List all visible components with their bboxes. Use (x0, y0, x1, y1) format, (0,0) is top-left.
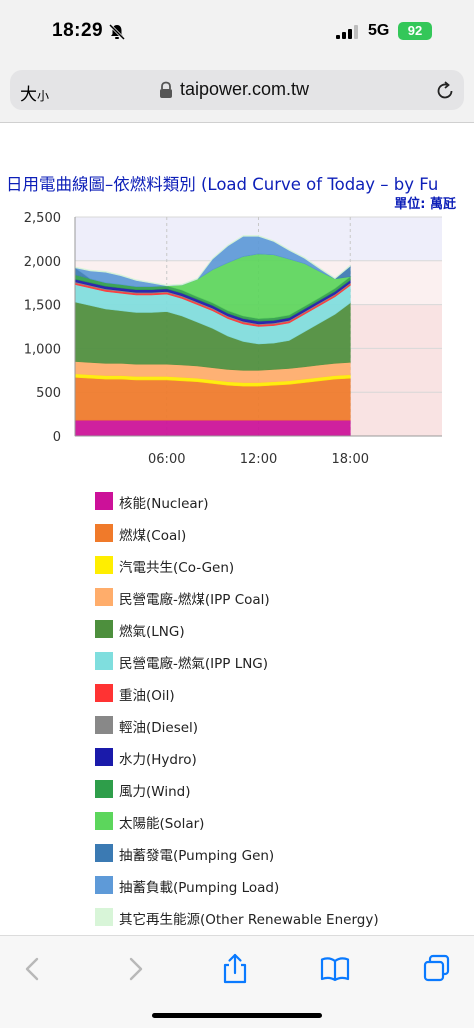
legend-swatch (95, 684, 113, 702)
cellular-signal-icon (336, 25, 358, 39)
browser-toolbar (0, 935, 474, 1028)
lock-icon (160, 81, 172, 98)
share-icon[interactable] (218, 952, 252, 986)
status-time: 18:29 (52, 20, 104, 41)
chart-unit: 單位: 萬瓩 (394, 197, 456, 212)
legend-label: 核能(Nuclear) (119, 496, 209, 512)
legend-swatch (95, 652, 113, 670)
text-size-large: 大 (20, 85, 37, 105)
series-area (74, 376, 351, 421)
x-tick-label: 12:00 (240, 452, 277, 467)
legend-swatch (95, 748, 113, 766)
legend-swatch (95, 716, 113, 734)
legend-swatch (95, 812, 113, 830)
legend-swatch (95, 620, 113, 638)
legend-swatch (95, 780, 113, 798)
address-bar[interactable]: 大小 taipower.com.tw (10, 70, 464, 110)
series-area (74, 419, 351, 437)
legend-swatch (95, 524, 113, 542)
network-type: 5G (368, 22, 390, 39)
y-tick-label: 1,500 (24, 299, 61, 314)
legend-label: 民營電廠-燃氣(IPP LNG) (119, 656, 269, 672)
legend-label: 太陽能(Solar) (119, 816, 205, 832)
legend-label: 其它再生能源(Other Renewable Energy) (119, 912, 379, 928)
legend-label: 燃煤(Coal) (119, 528, 187, 544)
legend-swatch (95, 876, 113, 894)
legend-label: 抽蓄負載(Pumping Load) (119, 880, 280, 896)
text-size-button[interactable]: 大小 (20, 80, 49, 105)
legend-swatch (95, 844, 113, 862)
url-text[interactable]: taipower.com.tw (180, 79, 310, 99)
x-tick-label: 18:00 (332, 452, 369, 467)
reload-icon[interactable] (434, 80, 456, 102)
legend-label: 重油(Oil) (119, 688, 175, 704)
series-area (74, 235, 351, 287)
legend-swatch (95, 588, 113, 606)
legend-label: 抽蓄發電(Pumping Gen) (119, 848, 275, 864)
legend-label: 燃氣(LNG) (119, 624, 185, 640)
bookmarks-icon[interactable] (318, 952, 352, 986)
load-curve-chart: 2,500 2,000 1,500 1,000 500 0 06:00 12:00 18:00 (24, 211, 442, 467)
back-icon[interactable] (16, 952, 50, 986)
page-content: 日用電曲線圖–依燃料類別 (Load Curve of Today – by F… (0, 123, 474, 935)
tabs-icon[interactable] (420, 952, 454, 986)
x-tick-label: 06:00 (148, 452, 185, 467)
y-tick-label: 1,000 (24, 342, 61, 357)
y-tick-label: 2,000 (24, 255, 61, 270)
legend-label: 汽電共生(Co-Gen) (119, 560, 235, 576)
forward-icon[interactable] (118, 952, 152, 986)
chart-title: 日用電曲線圖–依燃料類別 (Load Curve of Today – by F… (6, 175, 439, 194)
home-indicator (152, 1013, 322, 1018)
legend-label: 風力(Wind) (119, 784, 191, 800)
y-tick-label: 500 (36, 386, 61, 401)
silent-bell-icon (108, 23, 126, 41)
legend-swatch (95, 556, 113, 574)
battery-icon: 92 (398, 22, 432, 40)
legend-label: 水力(Hydro) (119, 752, 197, 768)
text-size-small: 小 (37, 89, 50, 103)
legend-swatch (95, 908, 113, 926)
status-bar: 18:29 5G 92 (0, 0, 474, 62)
address-bar-area: 大小 taipower.com.tw (0, 62, 474, 123)
y-tick-label: 0 (53, 430, 61, 445)
legend-swatch (95, 492, 113, 510)
legend-label: 民營電廠-燃煤(IPP Coal) (119, 592, 270, 608)
y-tick-label: 2,500 (24, 211, 61, 226)
legend-label: 輕油(Diesel) (119, 720, 199, 736)
